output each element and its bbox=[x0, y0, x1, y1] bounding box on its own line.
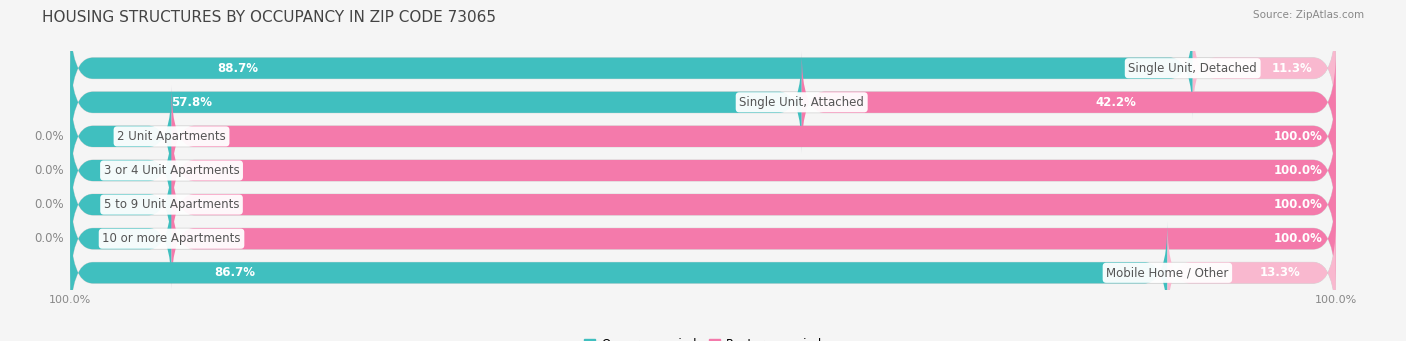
Text: 0.0%: 0.0% bbox=[34, 130, 65, 143]
FancyBboxPatch shape bbox=[70, 120, 172, 221]
FancyBboxPatch shape bbox=[70, 51, 1336, 153]
FancyBboxPatch shape bbox=[1167, 222, 1336, 324]
FancyBboxPatch shape bbox=[70, 154, 172, 255]
FancyBboxPatch shape bbox=[70, 188, 172, 290]
Text: 11.3%: 11.3% bbox=[1271, 62, 1312, 75]
Text: 57.8%: 57.8% bbox=[170, 96, 212, 109]
Text: Single Unit, Attached: Single Unit, Attached bbox=[740, 96, 865, 109]
Text: 100.0%: 100.0% bbox=[1274, 130, 1323, 143]
Legend: Owner-occupied, Renter-occupied: Owner-occupied, Renter-occupied bbox=[579, 333, 827, 341]
Text: 86.7%: 86.7% bbox=[215, 266, 256, 279]
Text: Mobile Home / Other: Mobile Home / Other bbox=[1107, 266, 1229, 279]
Text: 42.2%: 42.2% bbox=[1095, 96, 1136, 109]
Text: 0.0%: 0.0% bbox=[34, 164, 65, 177]
Text: 3 or 4 Unit Apartments: 3 or 4 Unit Apartments bbox=[104, 164, 239, 177]
Text: 0.0%: 0.0% bbox=[34, 198, 65, 211]
Text: 0.0%: 0.0% bbox=[34, 232, 65, 245]
FancyBboxPatch shape bbox=[70, 154, 1336, 255]
Text: Single Unit, Detached: Single Unit, Detached bbox=[1129, 62, 1257, 75]
FancyBboxPatch shape bbox=[70, 51, 801, 153]
Text: 13.3%: 13.3% bbox=[1260, 266, 1301, 279]
FancyBboxPatch shape bbox=[1192, 17, 1336, 119]
Text: 100.0%: 100.0% bbox=[1274, 164, 1323, 177]
Text: 88.7%: 88.7% bbox=[218, 62, 259, 75]
FancyBboxPatch shape bbox=[172, 154, 1336, 255]
Text: 10 or more Apartments: 10 or more Apartments bbox=[103, 232, 240, 245]
Text: 5 to 9 Unit Apartments: 5 to 9 Unit Apartments bbox=[104, 198, 239, 211]
FancyBboxPatch shape bbox=[172, 188, 1336, 290]
FancyBboxPatch shape bbox=[70, 222, 1167, 324]
FancyBboxPatch shape bbox=[70, 86, 172, 187]
Text: 100.0%: 100.0% bbox=[1274, 232, 1323, 245]
FancyBboxPatch shape bbox=[70, 120, 1336, 221]
Text: 100.0%: 100.0% bbox=[1274, 198, 1323, 211]
FancyBboxPatch shape bbox=[172, 86, 1336, 187]
Text: 2 Unit Apartments: 2 Unit Apartments bbox=[117, 130, 226, 143]
FancyBboxPatch shape bbox=[70, 188, 1336, 290]
FancyBboxPatch shape bbox=[70, 17, 1336, 119]
FancyBboxPatch shape bbox=[172, 120, 1336, 221]
Text: HOUSING STRUCTURES BY OCCUPANCY IN ZIP CODE 73065: HOUSING STRUCTURES BY OCCUPANCY IN ZIP C… bbox=[42, 10, 496, 25]
FancyBboxPatch shape bbox=[70, 17, 1192, 119]
FancyBboxPatch shape bbox=[801, 51, 1336, 153]
FancyBboxPatch shape bbox=[70, 86, 1336, 187]
FancyBboxPatch shape bbox=[70, 222, 1336, 324]
Text: Source: ZipAtlas.com: Source: ZipAtlas.com bbox=[1253, 10, 1364, 20]
